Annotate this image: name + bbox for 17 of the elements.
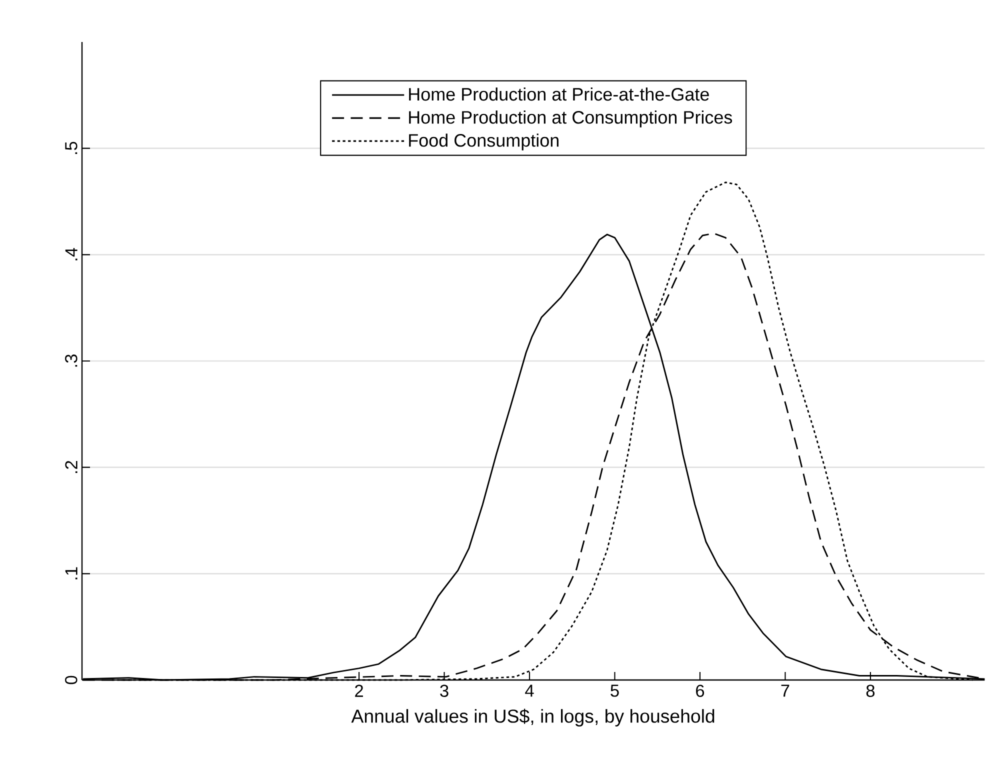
- x-tick-label: 8: [866, 684, 875, 697]
- x-tick-label: 2: [355, 684, 363, 697]
- legend-label: Home Production at Price-at-the-Gate: [409, 87, 709, 101]
- x-axis-title: Annual values in US$, in logs, by household: [351, 708, 714, 726]
- legend-label: Food Consumption: [409, 134, 558, 150]
- x-tick-label: 6: [696, 684, 704, 697]
- x-tick-label: 4: [525, 684, 534, 697]
- x-tick-label: 7: [781, 684, 790, 697]
- y-tick-label: .3: [65, 354, 78, 367]
- y-tick-label: .1: [65, 567, 78, 580]
- y-tick-label: .4: [65, 248, 78, 260]
- x-tick-label: 5: [610, 684, 619, 697]
- legend-label: Home Production at Consumption Prices: [409, 110, 732, 128]
- y-tick-label: .2: [65, 460, 78, 473]
- x-tick-label: 3: [440, 684, 448, 697]
- y-tick-label: 0: [65, 676, 78, 684]
- y-tick-label: .5: [65, 142, 78, 154]
